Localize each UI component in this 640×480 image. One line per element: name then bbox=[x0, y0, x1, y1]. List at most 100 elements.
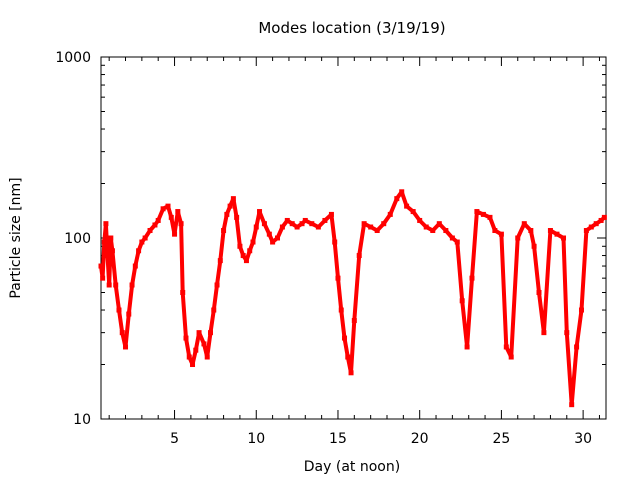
data-point bbox=[116, 307, 122, 313]
y-axis-ticks: 10 100 1000 bbox=[55, 50, 606, 428]
data-point bbox=[381, 221, 387, 227]
data-point bbox=[243, 258, 249, 264]
data-point bbox=[508, 354, 514, 360]
data-point bbox=[449, 235, 455, 241]
data-point bbox=[531, 243, 537, 249]
data-point bbox=[178, 221, 184, 227]
data-point bbox=[399, 189, 405, 195]
data-point bbox=[578, 307, 584, 313]
data-point bbox=[374, 228, 380, 234]
data-point bbox=[270, 239, 276, 245]
data-point bbox=[598, 217, 604, 223]
data-point bbox=[564, 330, 570, 336]
data-point bbox=[404, 203, 410, 209]
data-point bbox=[165, 203, 171, 209]
data-point bbox=[132, 263, 138, 269]
data-point bbox=[113, 282, 119, 288]
y-axis-title: Particle size [nm] bbox=[8, 177, 24, 298]
data-point bbox=[224, 211, 230, 217]
data-point bbox=[328, 211, 334, 217]
data-point bbox=[284, 217, 290, 223]
data-point bbox=[186, 354, 192, 360]
data-point bbox=[247, 248, 253, 254]
data-point bbox=[289, 221, 295, 227]
data-point bbox=[387, 211, 393, 217]
x-tick-label: 30 bbox=[574, 431, 592, 447]
x-axis-title: Day (at noon) bbox=[304, 459, 400, 475]
x-tick-label: 10 bbox=[247, 431, 265, 447]
data-point bbox=[492, 228, 498, 234]
data-point bbox=[583, 228, 589, 234]
data-point bbox=[487, 214, 493, 220]
data-point bbox=[569, 402, 575, 408]
data-point bbox=[240, 253, 246, 259]
data-point bbox=[561, 235, 567, 241]
data-point bbox=[521, 221, 527, 227]
data-point bbox=[348, 370, 354, 376]
data-point bbox=[302, 217, 308, 223]
y-tick-label: 1000 bbox=[55, 50, 91, 66]
data-point bbox=[139, 239, 145, 245]
data-point bbox=[554, 231, 560, 237]
data-point bbox=[454, 239, 460, 245]
data-point bbox=[417, 217, 423, 223]
data-point bbox=[221, 228, 227, 234]
data-point bbox=[294, 224, 300, 230]
data-point bbox=[237, 243, 243, 249]
data-point bbox=[469, 275, 475, 281]
y-tick-label: 10 bbox=[73, 412, 91, 428]
data-point bbox=[230, 196, 236, 202]
data-point bbox=[160, 206, 166, 212]
data-point bbox=[101, 239, 107, 245]
data-point bbox=[147, 228, 153, 234]
data-point bbox=[180, 289, 186, 295]
data-point bbox=[430, 228, 436, 234]
data-point bbox=[100, 275, 106, 281]
data-point bbox=[106, 282, 112, 288]
data-point bbox=[356, 253, 362, 259]
data-point bbox=[175, 209, 181, 215]
data-point bbox=[423, 224, 429, 230]
data-point bbox=[394, 196, 400, 202]
x-tick-label: 15 bbox=[329, 431, 347, 447]
data-point bbox=[528, 228, 534, 234]
data-point bbox=[109, 248, 115, 254]
data-point bbox=[105, 253, 111, 259]
data-point bbox=[443, 228, 449, 234]
data-point bbox=[309, 221, 315, 227]
data-point bbox=[275, 235, 281, 241]
data-point bbox=[541, 330, 547, 336]
data-point bbox=[266, 231, 272, 237]
data-point bbox=[217, 258, 223, 264]
data-point bbox=[322, 217, 328, 223]
data-point bbox=[152, 222, 158, 228]
data-point bbox=[474, 209, 480, 215]
data-point bbox=[227, 203, 233, 209]
data-point bbox=[368, 224, 374, 230]
data-point bbox=[253, 224, 259, 230]
data-point bbox=[257, 209, 263, 215]
data-point bbox=[207, 330, 213, 336]
data-point bbox=[183, 335, 189, 341]
data-point bbox=[335, 275, 341, 281]
data-point bbox=[436, 221, 442, 227]
data-point bbox=[126, 311, 132, 317]
data-point bbox=[593, 221, 599, 227]
data-point bbox=[98, 263, 104, 269]
data-point bbox=[168, 214, 174, 220]
data-point bbox=[480, 211, 486, 217]
data-points bbox=[98, 189, 607, 408]
data-point bbox=[601, 214, 607, 220]
data-point bbox=[193, 347, 199, 353]
data-point bbox=[234, 214, 240, 220]
data-point bbox=[261, 221, 267, 227]
data-point bbox=[136, 248, 142, 254]
data-point bbox=[342, 335, 348, 341]
data-point bbox=[279, 224, 285, 230]
data-point bbox=[214, 282, 220, 288]
data-point bbox=[464, 344, 470, 350]
data-point bbox=[536, 289, 542, 295]
data-point bbox=[547, 228, 553, 234]
chart-title: Modes location (3/19/19) bbox=[258, 19, 445, 37]
